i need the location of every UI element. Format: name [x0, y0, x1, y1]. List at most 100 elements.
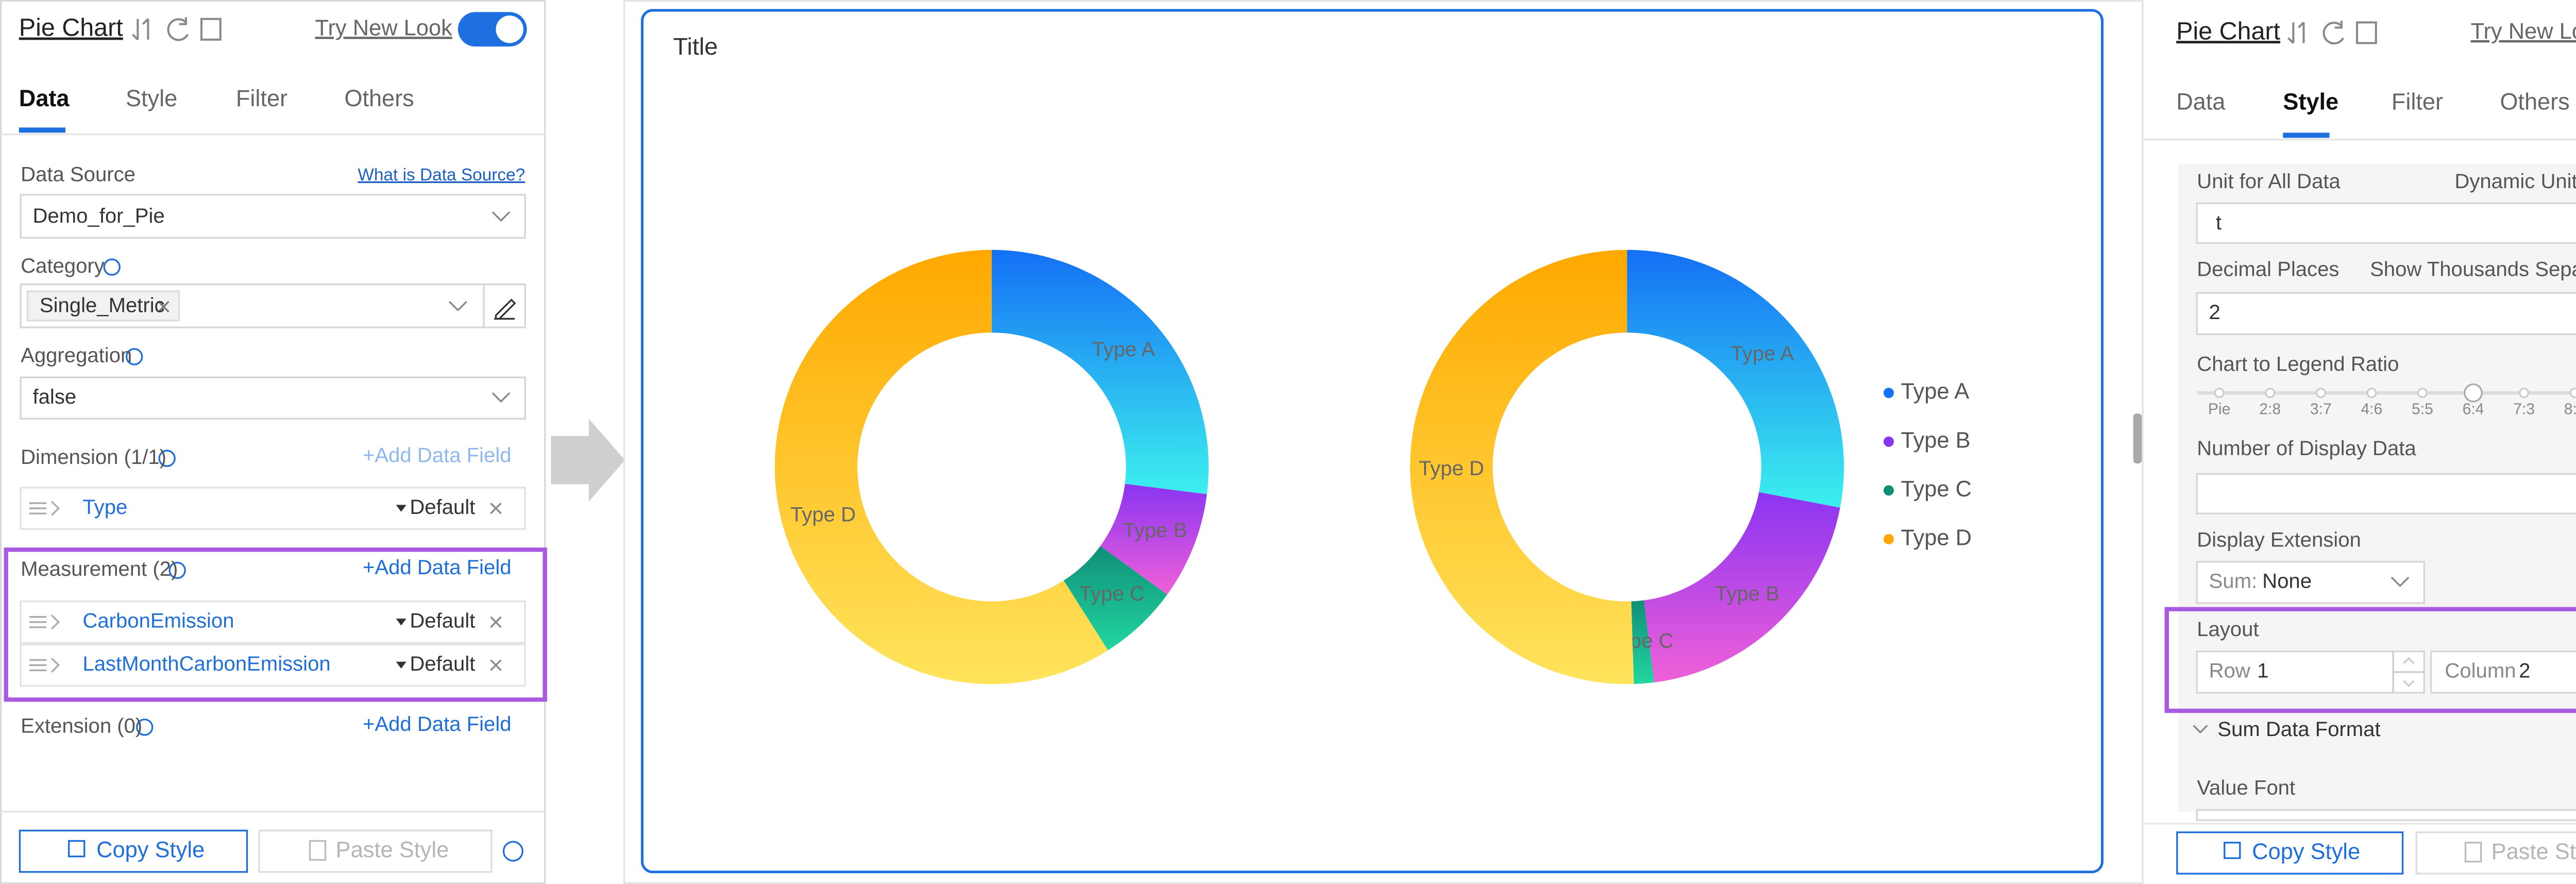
input[interactable]	[2196, 202, 2576, 244]
slider-label: 4:6	[2361, 401, 2382, 418]
help-icon[interactable]	[158, 449, 176, 467]
field-option[interactable]: Default	[410, 496, 475, 519]
label: Show Thousands Separator	[2370, 258, 2576, 280]
slider-label: 8:2	[2564, 401, 2576, 418]
tab[interactable]: Others	[2500, 89, 2569, 115]
select-box[interactable]	[20, 194, 526, 239]
label: Number of Display Data	[2197, 437, 2416, 460]
copy-button[interactable]	[2176, 831, 2404, 875]
label: Decimal Places	[2197, 258, 2339, 280]
help-icon[interactable]	[125, 348, 143, 365]
field-name: LastMonthCarbonEmission	[82, 653, 330, 675]
pie-slice	[1643, 492, 1840, 682]
dropdown-caret[interactable]	[396, 661, 406, 669]
input-value: t	[2216, 211, 2222, 234]
input[interactable]	[2430, 651, 2576, 694]
pie-slice	[774, 249, 1108, 685]
tag-close[interactable]	[158, 301, 170, 313]
active-tab-bar	[19, 127, 65, 133]
drag-handle[interactable]	[29, 657, 60, 673]
field-name: CarbonEmission	[82, 609, 234, 632]
section-header[interactable]: Sum Data Format	[2217, 718, 2380, 741]
slice-label: Type D	[1419, 457, 1484, 480]
field-option[interactable]: Default	[410, 653, 475, 675]
input-value: 2	[2519, 659, 2530, 682]
copy-button[interactable]	[19, 829, 248, 873]
button-label[interactable]: Copy Style	[2252, 839, 2360, 864]
arrow	[551, 419, 625, 502]
help-icon[interactable]	[168, 561, 186, 579]
field-option[interactable]: Default	[410, 609, 475, 632]
slider-stop	[2315, 388, 2326, 398]
remove-icon[interactable]	[490, 502, 502, 514]
legend-swatch	[1883, 485, 1894, 496]
chevron[interactable]	[2193, 725, 2208, 734]
legend-swatch	[1883, 534, 1894, 545]
tab[interactable]: Style	[126, 85, 177, 111]
add-field[interactable]: +Add Data Field	[363, 444, 512, 467]
help-icon[interactable]	[136, 719, 154, 736]
label: Chart to Legend Ratio	[2197, 353, 2399, 375]
paste-icon	[309, 840, 327, 861]
legend-label[interactable]: Type D	[1901, 526, 1972, 551]
slider-stop	[2569, 388, 2576, 398]
button-label[interactable]: Paste Style	[2492, 839, 2576, 864]
chart-frame	[640, 9, 2104, 874]
button-label[interactable]: Copy Style	[96, 838, 205, 862]
pie-slice	[1410, 249, 1634, 685]
link[interactable]: Try New Look	[315, 15, 453, 40]
label: Extension (0)	[21, 714, 142, 737]
select-box[interactable]	[20, 376, 526, 420]
label: Unit for All Data	[2197, 170, 2341, 193]
add-field[interactable]: +Add Data Field	[363, 713, 512, 736]
select-box[interactable]	[2196, 561, 2425, 604]
select-box[interactable]	[2196, 292, 2576, 336]
tab[interactable]: Style	[2283, 89, 2338, 115]
input[interactable]	[2196, 473, 2576, 514]
legend-label[interactable]: Type A	[1901, 379, 1969, 404]
dropdown-caret[interactable]	[396, 505, 406, 512]
paste-icon	[2464, 842, 2482, 863]
remove-icon[interactable]	[490, 659, 502, 671]
tag	[26, 290, 180, 322]
chevron	[2391, 576, 2410, 588]
tab[interactable]: Filter	[2392, 89, 2443, 115]
slice-label: Type B	[1715, 582, 1780, 605]
chevron	[449, 301, 467, 312]
tab[interactable]: Data	[2176, 89, 2226, 115]
button-label[interactable]: Paste Style	[336, 838, 449, 862]
help-icon[interactable]	[502, 841, 523, 862]
edit-icon	[494, 298, 516, 320]
help-icon[interactable]	[103, 258, 121, 276]
slider-handle[interactable]	[2464, 383, 2483, 403]
label: Measurement (2)	[21, 558, 178, 580]
tab[interactable]: Filter	[236, 85, 287, 111]
label: Dimension (1/1)	[21, 446, 166, 469]
slider-label: 5:5	[2412, 401, 2433, 418]
tab[interactable]: Others	[344, 85, 414, 111]
slice-label: Type B	[1123, 519, 1187, 542]
paste-button[interactable]	[2415, 831, 2576, 875]
spinner[interactable]	[2392, 651, 2576, 693]
slice-label: Type A	[1731, 342, 1794, 365]
remove-icon[interactable]	[490, 616, 502, 628]
chart: Title Type A Type B Type C Type D Type A Type …	[673, 33, 1972, 685]
legend-label[interactable]: Type C	[1901, 477, 1972, 502]
link[interactable]: What is Data Source?	[358, 165, 525, 185]
paste-button[interactable]	[258, 829, 493, 873]
tab[interactable]: Data	[19, 85, 70, 111]
drag-handle[interactable]	[29, 614, 60, 630]
scrollbar[interactable]	[2133, 413, 2142, 464]
select-value: None	[2262, 570, 2312, 593]
select-value: false	[32, 386, 76, 408]
link[interactable]: Try New Look	[2471, 19, 2576, 44]
legend-label[interactable]: Type B	[1901, 428, 1970, 453]
slider-label: 7:3	[2513, 401, 2535, 418]
drag-handle[interactable]	[29, 501, 60, 516]
add-field[interactable]: +Add Data Field	[363, 556, 512, 579]
field-rows	[20, 487, 526, 687]
header-icons	[131, 17, 222, 41]
dropdown-caret[interactable]	[396, 619, 406, 626]
label: Category	[21, 255, 105, 277]
